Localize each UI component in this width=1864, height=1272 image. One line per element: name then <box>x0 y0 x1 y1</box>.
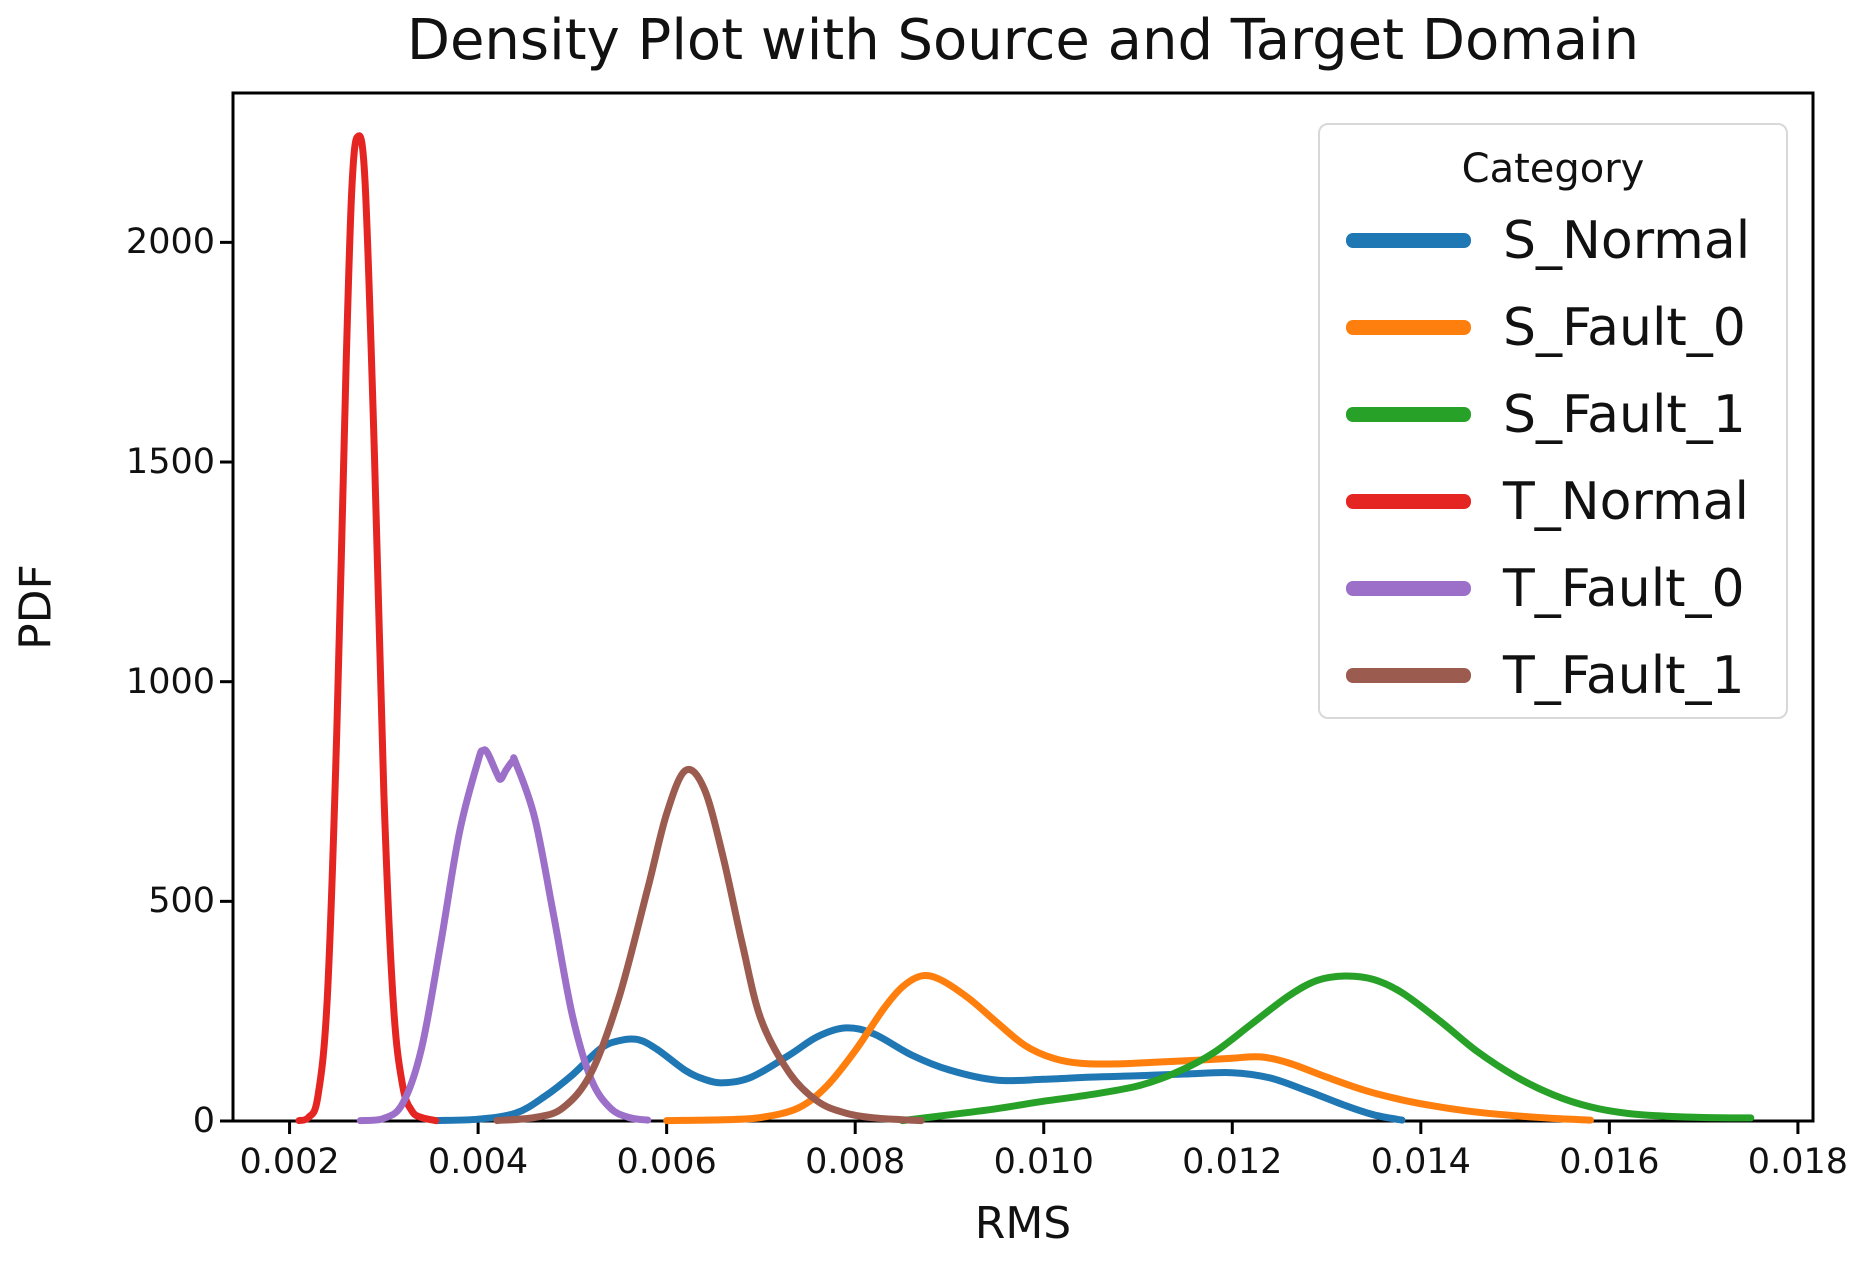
legend-swatch-T_Fault_1 <box>1346 668 1471 683</box>
legend: Category S_Normal S_Fault_0 S_Fault_1 T_Nor… <box>1318 123 1788 719</box>
legend-label: S_Normal <box>1503 210 1751 271</box>
legend-swatch-S_Fault_1 <box>1346 407 1471 422</box>
x-tick-label: 0.018 <box>1747 1142 1849 1182</box>
density-curve-S_Fault_0 <box>663 972 1594 1125</box>
x-tick-label: 0.014 <box>1370 1142 1471 1182</box>
density-curve-T_Fault_0 <box>356 746 652 1125</box>
legend-label: T_Fault_1 <box>1503 645 1745 706</box>
legend-label: S_Fault_0 <box>1503 297 1746 358</box>
x-tick-label: 0.016 <box>1559 1142 1660 1182</box>
legend-label: T_Normal <box>1503 471 1749 532</box>
legend-item-S_Fault_1: S_Fault_1 <box>1320 371 1786 458</box>
legend-item-T_Fault_1: T_Fault_1 <box>1320 632 1786 719</box>
x-tick-label: 0.004 <box>427 1142 529 1182</box>
legend-swatch-S_Fault_0 <box>1346 320 1471 335</box>
legend-swatch-T_Normal <box>1346 494 1471 509</box>
x-axis-label: RMS <box>974 1198 1072 1249</box>
density-curve-T_Fault_1 <box>493 765 925 1125</box>
legend-swatch-S_Normal <box>1346 233 1471 248</box>
legend-item-S_Normal: S_Normal <box>1320 197 1786 284</box>
x-tick-label: 0.012 <box>1182 1142 1283 1182</box>
legend-swatch-T_Fault_0 <box>1346 581 1471 596</box>
y-tick-label: 2000 <box>125 222 215 263</box>
x-tick-label: 0.008 <box>805 1142 906 1182</box>
legend-title: Category <box>1461 146 1645 192</box>
y-tick-label: 500 <box>148 881 215 922</box>
density-curve-T_Normal <box>295 132 440 1125</box>
x-tick-label: 0.006 <box>616 1142 717 1182</box>
axes-frame <box>231 91 1815 1123</box>
legend-label: T_Fault_0 <box>1503 558 1745 619</box>
x-tick-label: 0.002 <box>239 1142 340 1182</box>
y-axis-label: PDF <box>10 564 62 650</box>
chart-title: Density Plot with Source and Target Doma… <box>406 8 1640 73</box>
legend-item-S_Fault_0: S_Fault_0 <box>1320 284 1786 371</box>
y-tick-label: 0 <box>192 1101 215 1141</box>
y-tick-label: 1500 <box>125 442 215 483</box>
y-tick-label: 1000 <box>125 661 215 702</box>
legend-item-T_Fault_0: T_Fault_0 <box>1320 545 1786 632</box>
x-tick-label: 0.010 <box>993 1142 1094 1182</box>
legend-items: S_Normal S_Fault_0 S_Fault_1 T_Normal T_Faul… <box>1320 197 1786 719</box>
legend-item-T_Normal: T_Normal <box>1320 458 1786 545</box>
legend-label: S_Fault_1 <box>1503 384 1746 445</box>
density-curve-S_Fault_1 <box>898 972 1755 1125</box>
